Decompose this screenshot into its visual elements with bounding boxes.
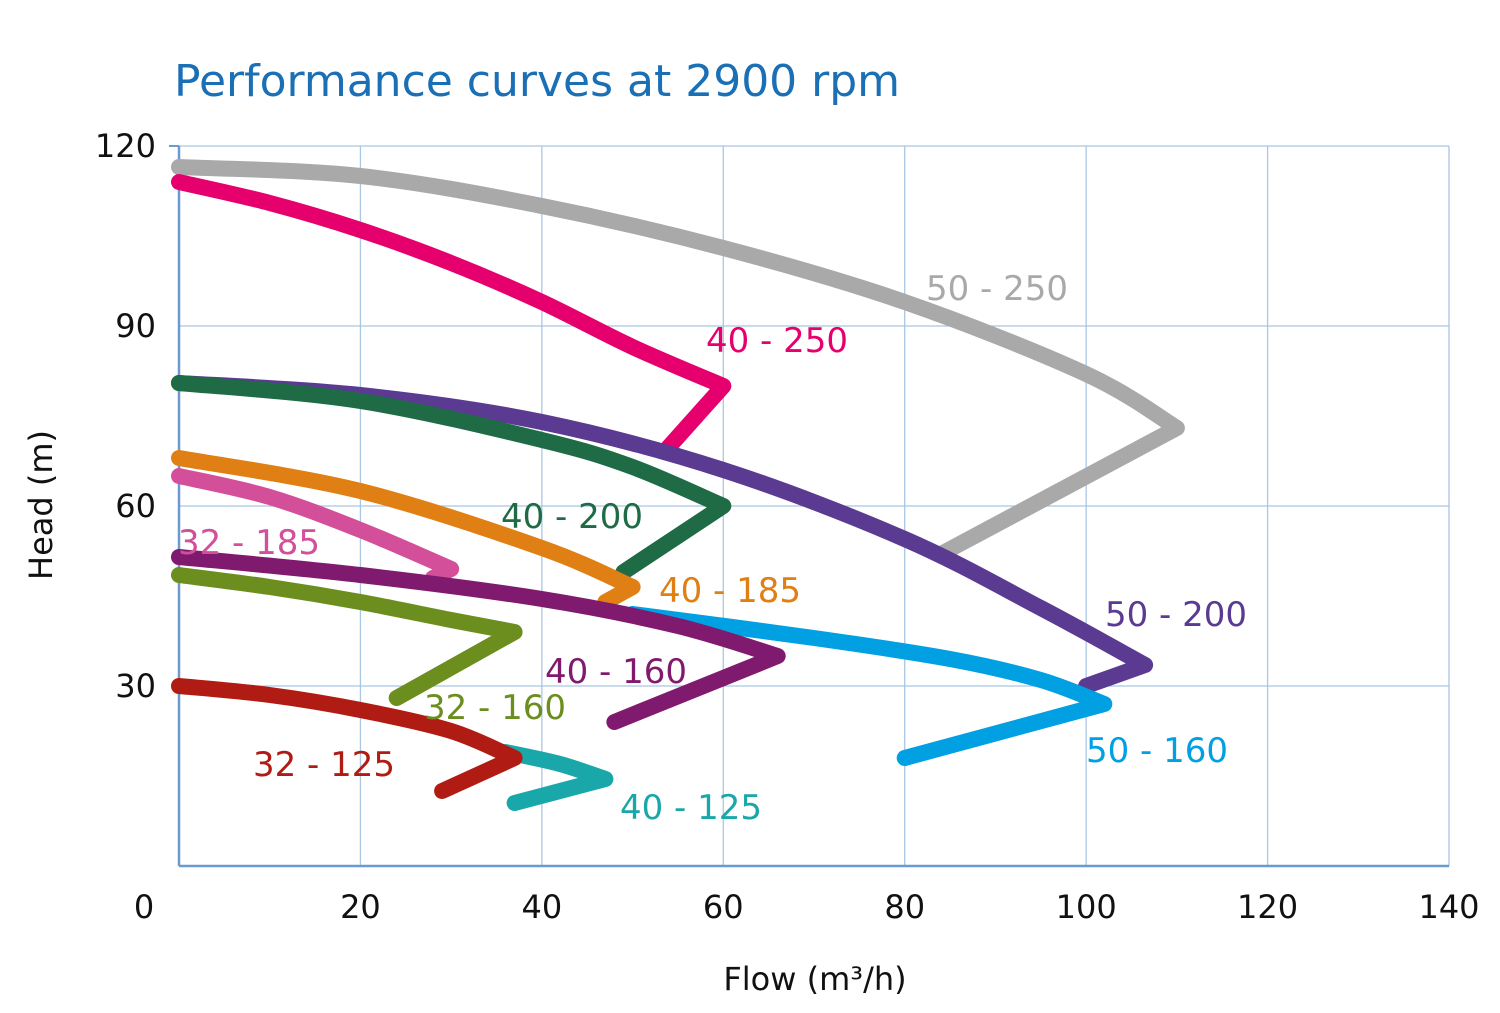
chart-title: Performance curves at 2900 rpm xyxy=(174,56,901,107)
series-label: 32 - 185 xyxy=(178,523,320,563)
y-tick-label: 90 xyxy=(115,307,156,345)
series-curve xyxy=(171,450,641,610)
series-label: 40 - 125 xyxy=(620,788,762,828)
series-curve xyxy=(171,549,786,730)
series-curve xyxy=(171,174,732,460)
series-label: 32 - 160 xyxy=(424,688,566,728)
curves xyxy=(171,159,1185,811)
series-label: 50 - 160 xyxy=(1086,731,1228,771)
series-label: 40 - 185 xyxy=(659,571,801,611)
curve-labels: 50 - 250 40 - 250 50 - 200 40 - 200 40 - 185… xyxy=(178,269,1247,828)
y-tick-label: 120 xyxy=(95,127,156,165)
series-curve xyxy=(171,678,523,799)
series-label: 40 - 200 xyxy=(501,497,643,537)
tick-labels: 0 20 40 60 80 100 120 140 30 60 90 120 xyxy=(95,127,1480,926)
x-tick-label: 20 xyxy=(340,888,381,926)
x-tick-label: 60 xyxy=(703,888,744,926)
series-curve xyxy=(171,468,460,586)
series-label: 40 - 250 xyxy=(706,321,848,361)
y-tick-label: 30 xyxy=(115,667,156,705)
series-label: 50 - 200 xyxy=(1105,595,1247,635)
x-tick-label: 0 xyxy=(134,888,154,926)
series-curve xyxy=(171,375,1154,694)
x-tick-label: 40 xyxy=(521,888,562,926)
series-curve xyxy=(171,159,1185,562)
x-tick-label: 80 xyxy=(884,888,925,926)
series-curve xyxy=(171,567,523,706)
y-tick-label: 60 xyxy=(115,487,156,525)
x-axis-title: Flow (m³/h) xyxy=(723,960,906,998)
series-curve xyxy=(171,375,732,580)
x-tick-label: 140 xyxy=(1418,888,1479,926)
series-label: 32 - 125 xyxy=(253,745,395,785)
y-axis-title: Head (m) xyxy=(22,430,60,580)
x-tick-label: 120 xyxy=(1237,888,1298,926)
x-tick-label: 100 xyxy=(1056,888,1117,926)
series-label: 50 - 250 xyxy=(926,269,1068,309)
series-label: 40 - 160 xyxy=(545,652,687,692)
series-curve xyxy=(624,606,1113,766)
axes xyxy=(169,145,1449,868)
